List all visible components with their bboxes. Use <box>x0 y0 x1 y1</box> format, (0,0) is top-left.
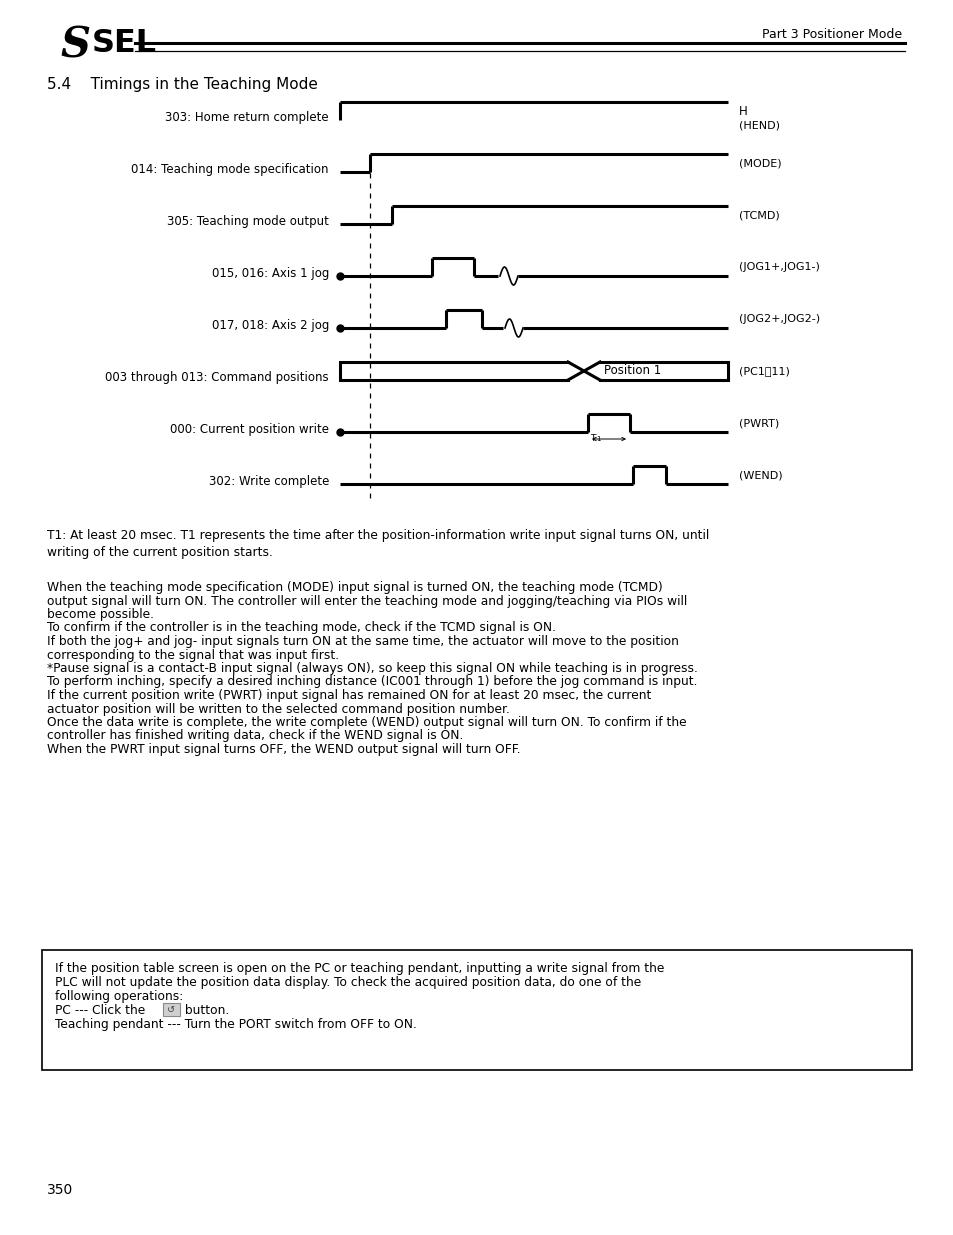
Text: If the current position write (PWRT) input signal has remained ON for at least 2: If the current position write (PWRT) inp… <box>47 689 651 701</box>
Text: 305: Teaching mode output: 305: Teaching mode output <box>167 215 329 228</box>
Text: 015, 016: Axis 1 jog: 015, 016: Axis 1 jog <box>212 268 329 280</box>
Text: 303: Home return complete: 303: Home return complete <box>165 111 329 125</box>
Text: 017, 018: Axis 2 jog: 017, 018: Axis 2 jog <box>212 320 329 332</box>
Text: ↺: ↺ <box>167 1005 175 1015</box>
Text: (PWRT): (PWRT) <box>739 417 779 429</box>
Text: button.: button. <box>181 1004 229 1016</box>
Text: SEL: SEL <box>91 28 157 59</box>
Text: (TCMD): (TCMD) <box>739 210 779 220</box>
Text: Teaching pendant --- Turn the PORT switch from OFF to ON.: Teaching pendant --- Turn the PORT switc… <box>55 1018 416 1031</box>
Text: 350: 350 <box>47 1183 73 1197</box>
Text: 1: 1 <box>596 436 599 442</box>
Text: (JOG1+,JOG1-): (JOG1+,JOG1-) <box>739 262 819 272</box>
Text: 003 through 013: Command positions: 003 through 013: Command positions <box>105 372 329 384</box>
Text: *Pause signal is a contact-B input signal (always ON), so keep this signal ON wh: *Pause signal is a contact-B input signa… <box>47 662 698 676</box>
Bar <box>163 1003 180 1016</box>
Text: 302: Write complete: 302: Write complete <box>209 475 329 489</box>
Bar <box>42 950 911 1070</box>
Text: When the teaching mode specification (MODE) input signal is turned ON, the teach: When the teaching mode specification (MO… <box>47 580 662 594</box>
Text: output signal will turn ON. The controller will enter the teaching mode and jogg: output signal will turn ON. The controll… <box>47 594 686 608</box>
Text: T: T <box>589 433 595 443</box>
Text: (HEND): (HEND) <box>739 121 780 131</box>
Text: T1: At least 20 msec. T1 represents the time after the position-information writ: T1: At least 20 msec. T1 represents the … <box>47 529 708 559</box>
Text: If the position table screen is open on the PC or teaching pendant, inputting a : If the position table screen is open on … <box>55 962 663 974</box>
Text: Part 3 Positioner Mode: Part 3 Positioner Mode <box>761 28 901 41</box>
Text: 014: Teaching mode specification: 014: Teaching mode specification <box>132 163 329 177</box>
Text: (JOG2+,JOG2-): (JOG2+,JOG2-) <box>739 314 820 324</box>
Text: become possible.: become possible. <box>47 608 153 621</box>
Text: (MODE): (MODE) <box>739 158 781 168</box>
Text: actuator position will be written to the selected command position number.: actuator position will be written to the… <box>47 703 509 715</box>
Text: 5.4    Timings in the Teaching Mode: 5.4 Timings in the Teaching Mode <box>47 77 317 91</box>
Text: corresponding to the signal that was input first.: corresponding to the signal that was inp… <box>47 648 338 662</box>
Text: Once the data write is complete, the write complete (WEND) output signal will tu: Once the data write is complete, the wri… <box>47 716 686 729</box>
Text: When the PWRT input signal turns OFF, the WEND output signal will turn OFF.: When the PWRT input signal turns OFF, th… <box>47 743 520 756</box>
Text: H: H <box>739 105 747 119</box>
Text: PLC will not update the position data display. To check the acquired position da: PLC will not update the position data di… <box>55 976 640 989</box>
Text: PC --- Click the: PC --- Click the <box>55 1004 149 1016</box>
Text: To confirm if the controller is in the teaching mode, check if the TCMD signal i: To confirm if the controller is in the t… <box>47 621 556 635</box>
Text: Position 1: Position 1 <box>603 364 660 378</box>
Text: 000: Current position write: 000: Current position write <box>170 424 329 436</box>
Text: following operations:: following operations: <box>55 990 183 1003</box>
Text: (WEND): (WEND) <box>739 471 781 480</box>
Text: (PC1〒11): (PC1〒11) <box>739 366 789 375</box>
Text: If both the jog+ and jog- input signals turn ON at the same time, the actuator w: If both the jog+ and jog- input signals … <box>47 635 679 648</box>
Text: S: S <box>60 25 90 67</box>
Text: controller has finished writing data, check if the WEND signal is ON.: controller has finished writing data, ch… <box>47 730 463 742</box>
Text: To perform inching, specify a desired inching distance (IC001 through 1) before : To perform inching, specify a desired in… <box>47 676 697 688</box>
